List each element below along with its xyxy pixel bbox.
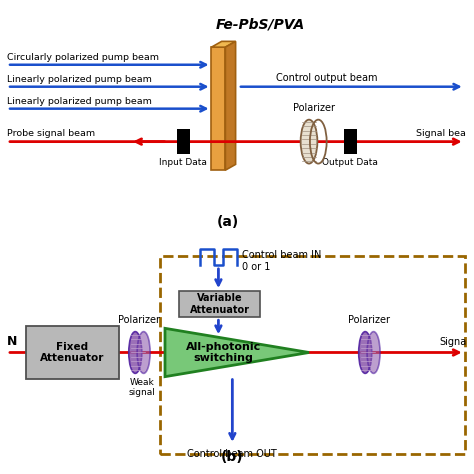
Ellipse shape xyxy=(367,332,380,374)
Text: Output Data: Output Data xyxy=(322,158,378,167)
Text: Fe-PbS/PVA: Fe-PbS/PVA xyxy=(216,18,305,32)
Text: (a): (a) xyxy=(217,216,239,229)
Text: Weak
signal: Weak signal xyxy=(128,378,155,397)
Text: Polarizer: Polarizer xyxy=(348,315,391,325)
Text: Signal bea: Signal bea xyxy=(416,129,465,138)
Text: Control output beam: Control output beam xyxy=(276,73,378,83)
Bar xyxy=(177,129,190,154)
Text: Circularly polarized pump beam: Circularly polarized pump beam xyxy=(7,53,159,62)
Text: Linearly polarized pump beam: Linearly polarized pump beam xyxy=(7,74,152,83)
Ellipse shape xyxy=(137,332,150,374)
Text: Polarizer: Polarizer xyxy=(292,103,335,113)
Text: Polarizer: Polarizer xyxy=(118,315,161,325)
Text: (b): (b) xyxy=(221,450,244,464)
Text: Signa: Signa xyxy=(440,337,467,347)
Text: N: N xyxy=(7,335,18,348)
Text: Control beam OUT: Control beam OUT xyxy=(188,449,277,459)
Text: Fixed
Attenuator: Fixed Attenuator xyxy=(40,342,104,363)
Ellipse shape xyxy=(301,119,318,164)
Polygon shape xyxy=(165,328,309,377)
Ellipse shape xyxy=(359,332,372,374)
Ellipse shape xyxy=(129,332,142,374)
Text: Control beam IN
0 or 1: Control beam IN 0 or 1 xyxy=(242,250,321,272)
Text: All-photonic
switching: All-photonic switching xyxy=(185,342,261,363)
FancyBboxPatch shape xyxy=(211,47,226,170)
Polygon shape xyxy=(211,41,236,47)
FancyBboxPatch shape xyxy=(179,291,260,318)
Text: Probe signal beam: Probe signal beam xyxy=(7,129,95,138)
Polygon shape xyxy=(226,41,236,170)
Text: Variable
Attenuator: Variable Attenuator xyxy=(190,293,250,315)
Text: Linearly polarized pump beam: Linearly polarized pump beam xyxy=(7,97,152,106)
Text: Input Data: Input Data xyxy=(159,158,207,167)
FancyBboxPatch shape xyxy=(26,326,119,379)
Bar xyxy=(344,129,357,154)
